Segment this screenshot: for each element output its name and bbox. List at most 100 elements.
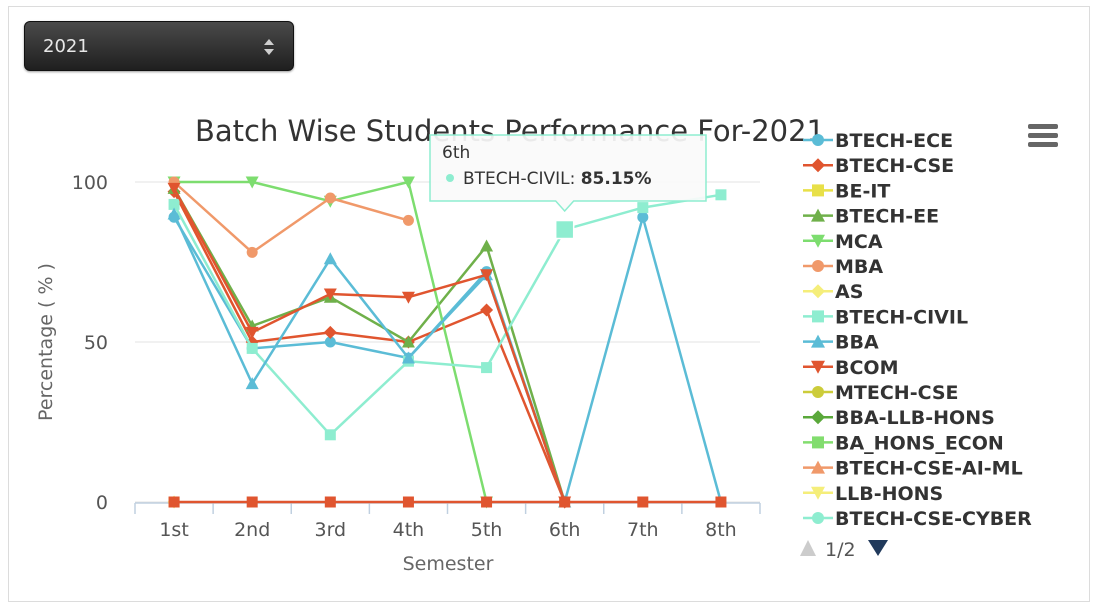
data-point: [324, 429, 336, 441]
data-point: [481, 496, 493, 508]
legend-item[interactable]: MCA: [803, 231, 883, 253]
legend-item[interactable]: BBA-LLB-HONS: [803, 407, 995, 429]
legend-next-icon[interactable]: [868, 540, 888, 556]
legend-item[interactable]: BBA: [803, 332, 879, 354]
data-point: [481, 362, 493, 374]
legend-label: BTECH-CSE: [835, 155, 954, 177]
legend-label: AS: [835, 281, 863, 303]
data-point: [323, 252, 337, 265]
legend-label: BCOM: [835, 357, 899, 379]
legend-item[interactable]: BTECH-CSE-CYBER: [803, 508, 1032, 530]
x-tick-label: 5th: [471, 519, 503, 541]
legend-label: BTECH-CSE-CYBER: [835, 508, 1032, 530]
tooltip-box: [429, 134, 707, 213]
series-line: [172, 187, 566, 503]
data-point: [245, 326, 259, 339]
x-tick-label: 4th: [393, 519, 425, 541]
legend-page-label: 1/2: [825, 539, 856, 561]
legend-label: LLB-HONS: [835, 483, 943, 505]
data-point: [401, 291, 415, 304]
legend-item[interactable]: MBA: [803, 256, 883, 278]
data-point: [402, 496, 414, 508]
y-tick-label: 100: [72, 172, 108, 194]
legend-item[interactable]: BTECH-ECE: [803, 130, 953, 152]
series-bba: [167, 207, 572, 508]
axes: 1st 2nd 3rd 4th 5th 6th 7th 8th 0 50 100: [72, 172, 761, 541]
data-point: [324, 496, 336, 508]
menu-bar-icon: [1028, 142, 1058, 147]
data-point: [480, 239, 494, 252]
legend-item[interactable]: BE-IT: [803, 180, 890, 202]
year-select-value: 2021: [43, 36, 89, 57]
y-axis-label: Percentage ( % ): [35, 263, 57, 421]
legend-marker: [812, 512, 824, 524]
chart-menu-button[interactable]: [1028, 124, 1060, 150]
legend-item[interactable]: BTECH-EE: [803, 206, 939, 228]
tooltip-separator: :: [570, 169, 581, 189]
legend-marker: [812, 260, 824, 272]
legend-label: BTECH-ECE: [835, 130, 953, 152]
legend-item[interactable]: BTECH-CSE-AI-ML: [803, 458, 1023, 480]
tooltip-category: 6th: [442, 143, 470, 163]
x-tick-label: 3rd: [314, 519, 346, 541]
data-point: [323, 325, 337, 339]
data-point: [401, 351, 415, 364]
series-line: [172, 191, 566, 503]
legend-marker: [812, 184, 824, 197]
year-select[interactable]: 2021: [24, 21, 294, 71]
legend: BTECH-ECE BTECH-CSE BE-IT BTECH-EE MCA MBA AS B…: [800, 130, 1032, 561]
data-point: [168, 198, 180, 210]
legend-label: MCA: [835, 231, 883, 253]
data-point: [637, 211, 649, 223]
data-point: [401, 335, 415, 348]
x-tick-label: 1st: [159, 519, 188, 541]
legend-label: BE-IT: [835, 180, 890, 202]
legend-item[interactable]: LLB-HONS: [803, 483, 943, 505]
legend-item[interactable]: MTECH-CSE: [803, 382, 959, 404]
data-point: [480, 269, 494, 282]
tooltip-series-dot: [446, 174, 454, 182]
x-tick-label: 8th: [705, 519, 737, 541]
menu-bar-icon: [1028, 133, 1058, 138]
series-layer: [167, 176, 727, 509]
legend-item[interactable]: AS: [803, 281, 863, 303]
legend-item[interactable]: BTECH-CSE: [803, 155, 954, 177]
highlighted-point: [554, 219, 575, 240]
data-point: [246, 246, 258, 258]
data-point: [402, 214, 414, 226]
legend-item[interactable]: BTECH-CIVIL: [803, 306, 968, 328]
data-point: [245, 377, 259, 390]
data-point: [480, 303, 494, 317]
legend-marker: [811, 410, 825, 425]
legend-marker: [811, 334, 825, 348]
legend-marker: [811, 234, 825, 248]
data-point: [324, 336, 336, 348]
data-point: [324, 192, 336, 204]
x-tick-label: 7th: [627, 519, 659, 541]
data-point: [167, 182, 181, 195]
series-line: [172, 187, 566, 503]
tooltip: 6th BTECH-CIVIL: 85.15%: [429, 134, 707, 213]
series-baseline: [168, 496, 727, 508]
data-point: [246, 496, 258, 508]
select-arrows-icon: [264, 39, 274, 55]
series-line: [172, 215, 723, 504]
data-point: [401, 176, 415, 189]
x-axis-label: Semester: [403, 553, 494, 575]
data-point: [715, 189, 727, 201]
data-point: [246, 342, 258, 354]
y-tick-label: 0: [96, 492, 108, 514]
legend-marker: [811, 486, 825, 500]
legend-marker: [812, 436, 824, 449]
x-tick-label: 6th: [549, 519, 581, 541]
legend-prev-icon[interactable]: [800, 540, 816, 556]
tooltip-series-line: BTECH-CIVIL: 85.15%: [463, 169, 652, 189]
legend-item[interactable]: BA_HONS_ECON: [803, 432, 1004, 454]
data-point: [637, 202, 649, 214]
data-point: [245, 176, 259, 189]
legend-marker: [811, 158, 825, 173]
legend-marker: [811, 360, 825, 374]
data-point: [715, 496, 727, 508]
legend-item[interactable]: BCOM: [803, 357, 899, 379]
data-point: [559, 496, 571, 508]
